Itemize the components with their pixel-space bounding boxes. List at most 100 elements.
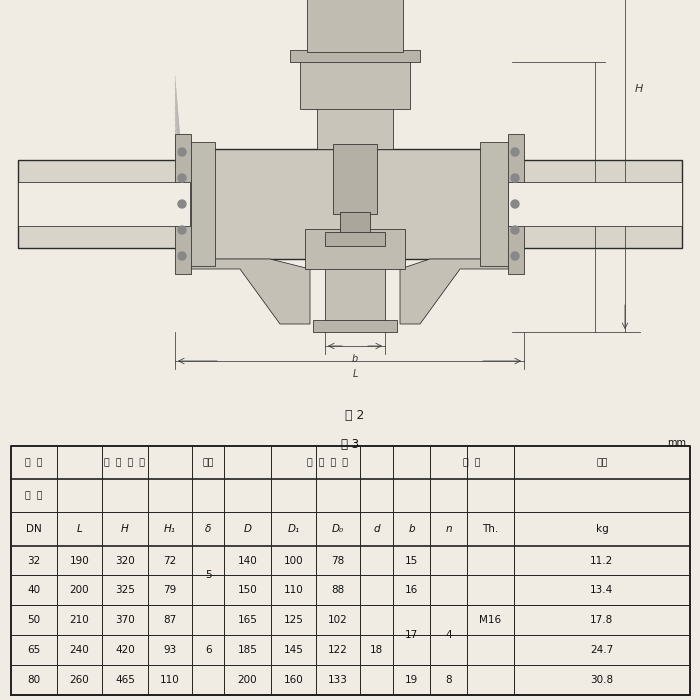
Text: DN: DN [26, 524, 41, 534]
Text: 32: 32 [27, 556, 40, 566]
Text: 185: 185 [237, 645, 258, 655]
Text: 65: 65 [27, 645, 40, 655]
Circle shape [511, 174, 519, 182]
Text: D₂: D₂ [46, 197, 56, 206]
Bar [455, 160, 682, 248]
Text: 370: 370 [115, 615, 135, 625]
Bar [175, 134, 191, 274]
Text: 16: 16 [405, 585, 418, 596]
Text: 40: 40 [27, 585, 40, 596]
Text: D₀: D₀ [332, 524, 344, 534]
Text: 200: 200 [238, 676, 258, 685]
Bar [480, 142, 510, 266]
Text: 24.7: 24.7 [590, 645, 613, 655]
Text: 100: 100 [284, 556, 303, 566]
Text: L: L [76, 524, 83, 534]
Text: D₁: D₁ [46, 207, 56, 216]
Text: Th.: Th. [482, 524, 498, 534]
Bar [18, 160, 243, 248]
Text: DN: DN [43, 220, 56, 228]
Text: 140: 140 [237, 556, 258, 566]
Text: 122: 122 [328, 645, 348, 655]
Text: 通  径: 通 径 [25, 491, 42, 500]
Text: 160: 160 [284, 676, 303, 685]
Polygon shape [190, 259, 310, 324]
Text: 150: 150 [237, 585, 258, 596]
Bar [290, 50, 420, 62]
Text: 260: 260 [69, 676, 90, 685]
Bar [325, 266, 385, 324]
Text: 图 2: 图 2 [345, 409, 365, 422]
Text: 表 3: 表 3 [341, 438, 359, 451]
Text: 5: 5 [205, 570, 211, 580]
Bar [18, 182, 190, 226]
Bar [313, 320, 397, 332]
Text: 进口: 进口 [20, 188, 31, 197]
Circle shape [511, 226, 519, 234]
Text: 93: 93 [163, 645, 176, 655]
Bar [185, 142, 215, 266]
Text: 螺  栓: 螺 栓 [463, 458, 481, 467]
Bar [190, 149, 510, 259]
Text: 110: 110 [160, 676, 180, 685]
Bar [307, 0, 403, 52]
Text: 4: 4 [445, 630, 452, 640]
Text: DN: DN [530, 207, 544, 216]
Text: H₁: H₁ [164, 524, 176, 534]
Text: D: D [244, 524, 251, 534]
Text: 87: 87 [163, 615, 176, 625]
Text: 88: 88 [332, 585, 344, 596]
Text: L: L [352, 369, 358, 379]
Text: 165: 165 [237, 615, 258, 625]
Text: 重量: 重量 [596, 458, 608, 467]
Text: d: d [373, 524, 380, 534]
Circle shape [511, 200, 519, 208]
Text: 公  称: 公 称 [25, 458, 42, 467]
Text: D₁: D₁ [287, 524, 300, 534]
Text: 110: 110 [284, 585, 303, 596]
Bar [300, 59, 410, 109]
Text: 壁厕: 壁厕 [203, 458, 214, 467]
Text: n: n [445, 524, 452, 534]
Text: kg: kg [596, 524, 608, 534]
Text: H₁: H₁ [600, 192, 611, 202]
Text: 200: 200 [69, 585, 89, 596]
Text: M16: M16 [480, 615, 502, 625]
Text: 125: 125 [284, 615, 303, 625]
Text: 17: 17 [405, 630, 418, 640]
Text: mm: mm [667, 438, 686, 448]
Text: 320: 320 [115, 556, 135, 566]
Bar [508, 134, 524, 274]
Text: 79: 79 [163, 585, 176, 596]
Text: 325: 325 [115, 585, 135, 596]
Text: 133: 133 [328, 676, 348, 685]
Text: 420: 420 [115, 645, 135, 655]
Text: 结  构  尺  寸: 结 构 尺 寸 [104, 458, 145, 467]
Text: 80: 80 [27, 676, 40, 685]
Text: 240: 240 [69, 645, 90, 655]
Bar [333, 144, 377, 214]
Text: 19: 19 [405, 676, 418, 685]
Text: H: H [635, 84, 643, 94]
Polygon shape [400, 259, 510, 324]
Text: 30.8: 30.8 [590, 676, 613, 685]
Circle shape [178, 226, 186, 234]
Circle shape [511, 252, 519, 260]
Circle shape [178, 148, 186, 156]
Text: 6: 6 [205, 645, 211, 655]
Text: 法  兰  尺  寸: 法 兰 尺 寸 [307, 458, 348, 467]
Text: 15: 15 [405, 556, 418, 566]
Text: b: b [352, 354, 358, 364]
Text: 11.2: 11.2 [590, 556, 613, 566]
Circle shape [178, 200, 186, 208]
Text: 50: 50 [27, 615, 40, 625]
Bar [325, 232, 385, 246]
Text: 102: 102 [328, 615, 348, 625]
Text: 8: 8 [445, 676, 452, 685]
Text: 210: 210 [69, 615, 90, 625]
Text: 190: 190 [69, 556, 90, 566]
Text: 17.8: 17.8 [590, 615, 613, 625]
Text: b: b [408, 524, 415, 534]
Circle shape [178, 174, 186, 182]
Circle shape [511, 148, 519, 156]
